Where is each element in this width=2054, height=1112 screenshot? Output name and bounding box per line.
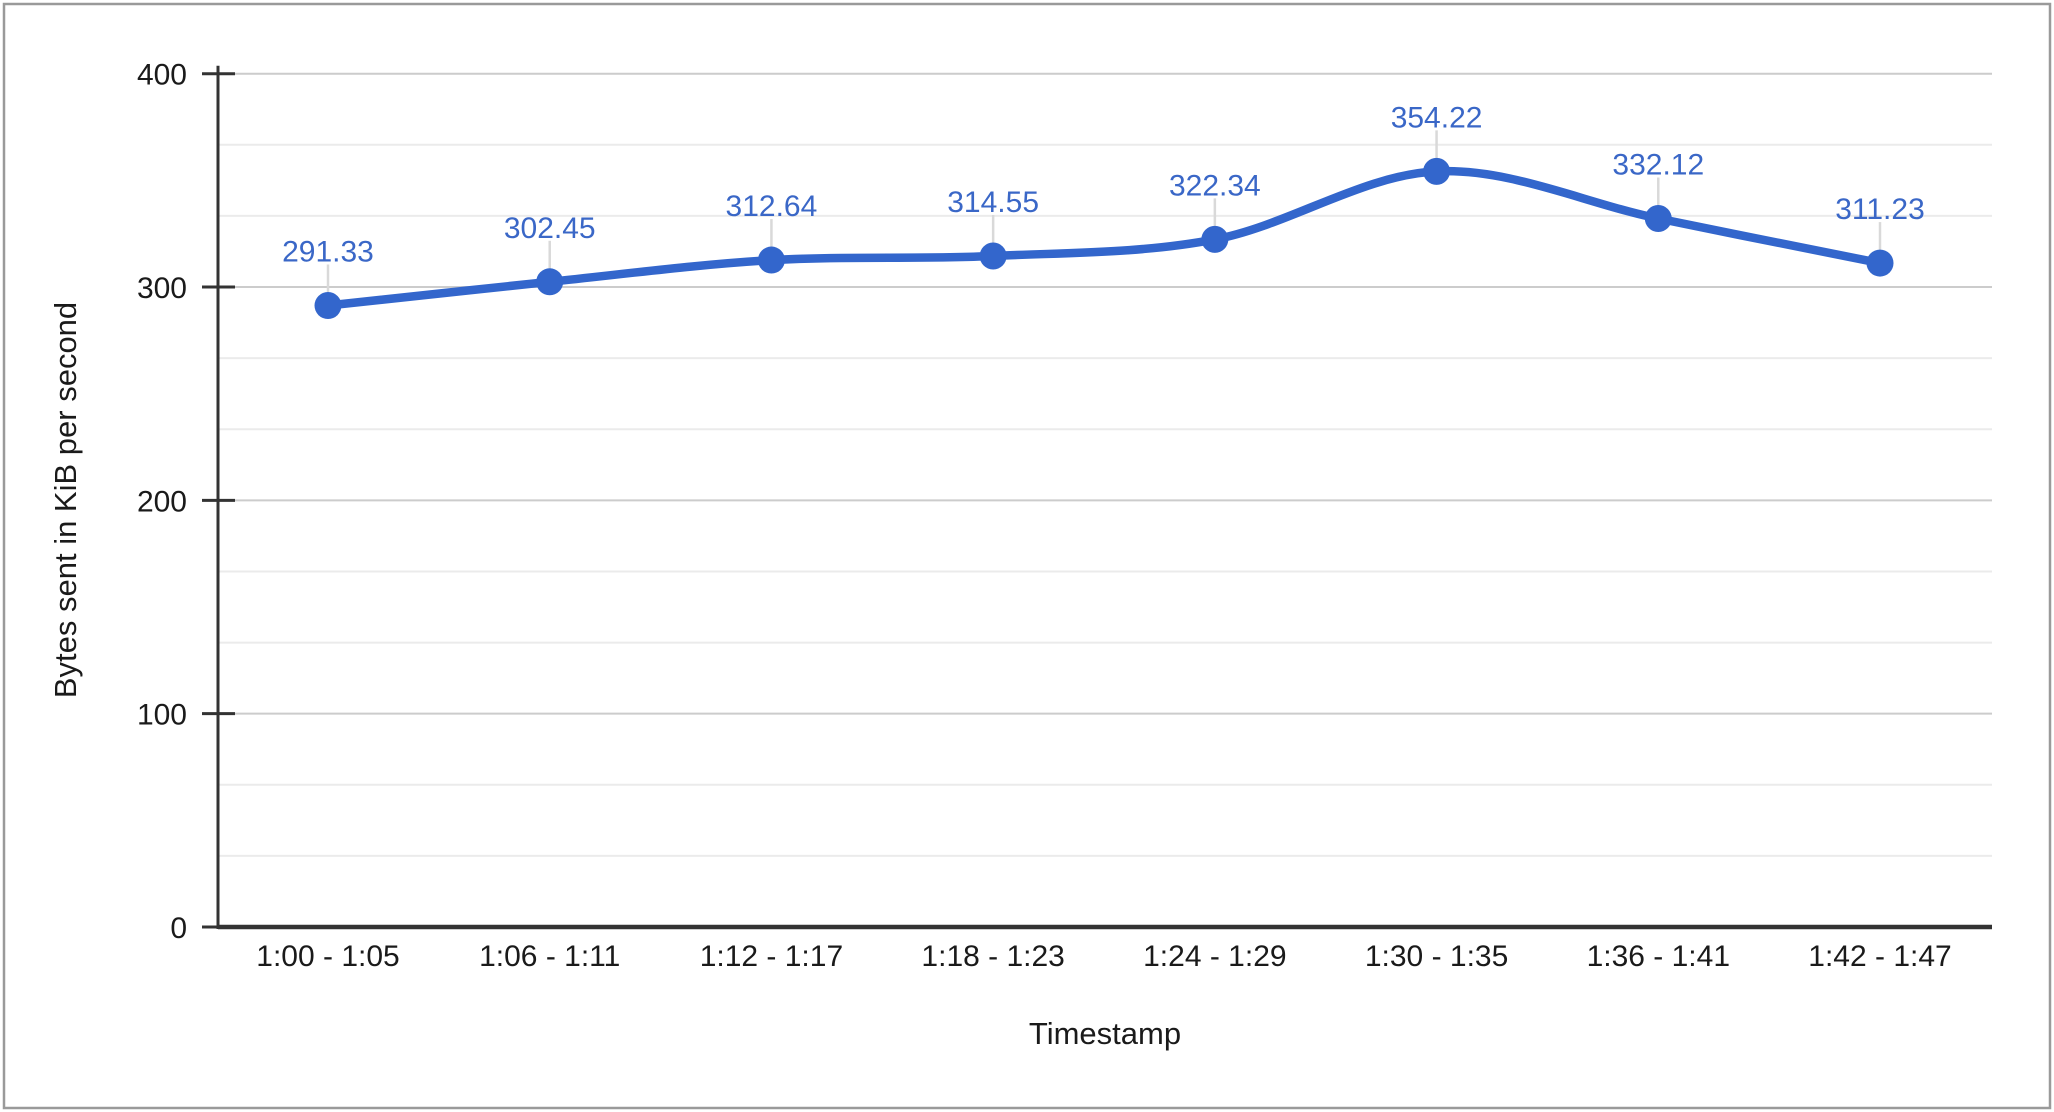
data-point (314, 292, 342, 320)
x-tick-label: 1:12 - 1:17 (700, 940, 843, 973)
x-tick-label: 1:00 - 1:05 (256, 940, 399, 973)
x-axis-title: Timestamp (1029, 1016, 1181, 1051)
x-tick-label: 1:30 - 1:35 (1365, 940, 1508, 973)
data-point (1423, 157, 1451, 185)
data-points (314, 157, 1894, 320)
data-point (979, 242, 1007, 270)
data-label: 312.64 (726, 190, 818, 223)
data-label: 314.55 (947, 186, 1039, 219)
data-label: 322.34 (1169, 169, 1261, 202)
data-label: 354.22 (1391, 101, 1483, 134)
x-tick-label: 1:36 - 1:41 (1587, 940, 1730, 973)
y-axis-title: Bytes sent in KiB per second (48, 302, 83, 698)
data-point (757, 246, 785, 274)
y-tick-label: 300 (137, 272, 187, 305)
x-tick-label: 1:06 - 1:11 (479, 940, 620, 973)
y-tick-label: 400 (137, 59, 187, 92)
data-label: 291.33 (282, 236, 374, 269)
y-tick-label: 0 (170, 912, 187, 945)
data-point (536, 268, 564, 296)
data-point (1201, 225, 1229, 253)
minor-gridlines (218, 143, 1992, 857)
data-label: 311.23 (1835, 193, 1925, 226)
data-point (1644, 205, 1672, 233)
data-label-stems (326, 130, 1882, 293)
y-tick-label: 100 (137, 699, 187, 732)
data-label: 302.45 (504, 212, 596, 245)
series-line (323, 166, 1885, 310)
data-label: 332.12 (1612, 149, 1704, 182)
x-tick-label: 1:18 - 1:23 (921, 940, 1064, 973)
data-point (1866, 249, 1894, 277)
x-tick-label: 1:24 - 1:29 (1143, 940, 1286, 973)
x-tick-labels: 1:00 - 1:05 1:06 - 1:11 1:12 - 1:17 1:18 - … (256, 940, 1951, 973)
y-tick-labels: 0 100 200 300 400 (137, 59, 187, 945)
series-path (323, 166, 1885, 310)
data-labels: 291.33 302.45 312.64 314.55 322.34 354.22 332.… (282, 101, 1925, 268)
x-tick-label: 1:42 - 1:47 (1808, 940, 1951, 973)
y-tick-label: 200 (137, 485, 187, 518)
